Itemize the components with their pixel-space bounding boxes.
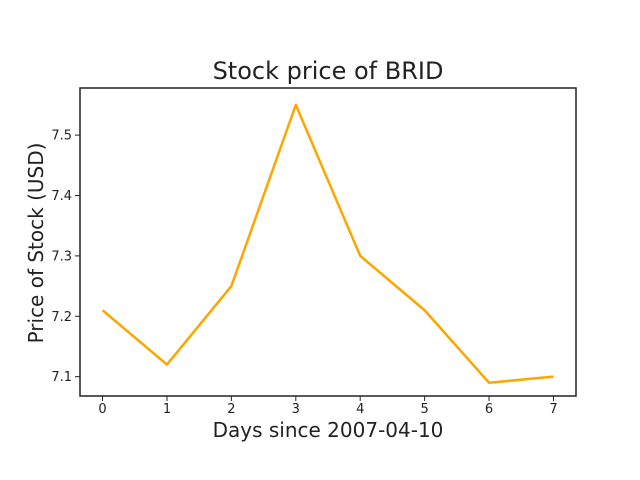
x-tick-label: 1 [163, 402, 171, 417]
x-axis-ticks: 0 1 2 3 4 5 6 7 [98, 396, 558, 417]
x-tick-label: 3 [292, 402, 300, 417]
x-tick-label: 6 [485, 402, 493, 417]
y-axis-label: Price of Stock (USD) [24, 143, 48, 344]
y-tick-label: 7.1 [51, 370, 72, 385]
x-axis-label: Days since 2007-04-10 [213, 418, 444, 442]
x-tick-label: 5 [420, 402, 428, 417]
y-tick-label: 7.2 [51, 310, 72, 325]
series-layer [101, 103, 554, 384]
y-tick-label: 7.5 [51, 129, 72, 144]
x-tick-label: 7 [549, 402, 557, 417]
price-line-series-0 [101, 103, 554, 384]
y-tick-label: 7.4 [51, 189, 72, 204]
x-tick-label: 2 [227, 402, 235, 417]
y-tick-label: 7.3 [51, 249, 72, 264]
y-axis-ticks: 7.1 7.2 7.3 7.4 7.5 [51, 129, 80, 385]
x-tick-label: 4 [356, 402, 364, 417]
x-tick-label: 0 [98, 402, 106, 417]
chart-title: Stock price of BRID [213, 57, 444, 85]
plot-frame [79, 87, 577, 397]
